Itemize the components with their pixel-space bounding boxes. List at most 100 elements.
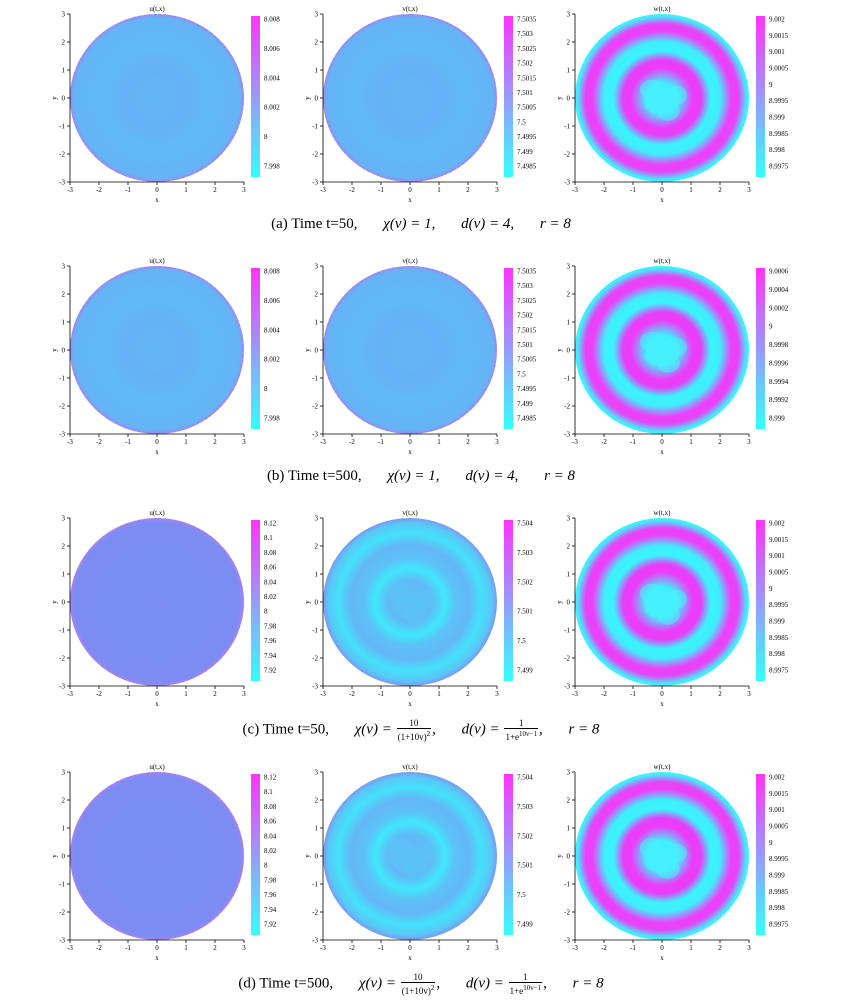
y-tick-label: 3 xyxy=(62,515,66,523)
colorbar-tick-label: 8.004 xyxy=(264,74,280,82)
d-fraction: 1 1+e10v−1 xyxy=(508,972,543,996)
panel-title: u(t,x) xyxy=(149,5,165,13)
caption-r: r = 8 xyxy=(539,216,571,232)
y-tick-label: -2 xyxy=(59,403,65,411)
x-tick-label: -1 xyxy=(630,944,636,952)
colorbar xyxy=(251,520,260,681)
caption-b: (b) Time t=500, χ(v) = 1, d(v) = 4, r = … xyxy=(0,467,842,485)
y-tick-label: 0 xyxy=(62,347,66,355)
x-tick-label: 0 xyxy=(408,186,412,194)
y-tick-label: -2 xyxy=(564,655,570,663)
x-tick-label: 0 xyxy=(155,438,159,446)
y-tick-label: 1 xyxy=(567,67,571,75)
colorbar-tick-label: 7.5035 xyxy=(517,268,537,276)
heatmap-texture xyxy=(663,843,688,864)
caption-time: Time t=500, xyxy=(287,468,362,484)
colorbar-tick-label: 9.0004 xyxy=(769,286,789,294)
colorbar-tick-label: 7.92 xyxy=(264,667,277,675)
y-tick-label: 2 xyxy=(567,39,571,47)
heatmap-disc xyxy=(70,518,244,686)
caption-chi: χ(v) = 1, xyxy=(383,216,436,232)
heatmap-texture xyxy=(644,851,669,872)
chi-fraction: 10 (1+10v)2 xyxy=(400,972,436,996)
y-axis-label: y xyxy=(51,854,59,858)
y-tick-label: -2 xyxy=(564,151,570,159)
x-tick-label: 0 xyxy=(660,438,664,446)
colorbar-tick-label: 7.503 xyxy=(517,282,533,290)
y-tick-label: 3 xyxy=(315,11,319,19)
x-tick-label: 3 xyxy=(242,186,246,194)
colorbar-tick-label: 7.92 xyxy=(264,921,277,929)
x-tick-label: 2 xyxy=(213,690,217,698)
x-tick-label: -2 xyxy=(349,438,355,446)
x-tick-label: 3 xyxy=(495,186,499,194)
y-axis-label: y xyxy=(556,600,564,604)
colorbar-tick-label: 9.0006 xyxy=(769,268,789,276)
panel-title: w(t,x) xyxy=(654,509,672,517)
x-tick-label: -1 xyxy=(125,186,131,194)
y-tick-label: 2 xyxy=(62,797,66,805)
y-tick-label: -2 xyxy=(312,909,318,917)
x-tick-label: 0 xyxy=(660,690,664,698)
y-tick-label: 3 xyxy=(567,263,571,271)
x-tick-label: -2 xyxy=(601,438,607,446)
y-axis-label: y xyxy=(556,348,564,352)
y-tick-label: 0 xyxy=(315,95,319,103)
y-tick-label: -1 xyxy=(59,375,65,383)
y-tick-label: 0 xyxy=(315,853,319,861)
caption-r: r = 8 xyxy=(572,975,604,992)
x-tick-label: -3 xyxy=(67,438,73,446)
y-axis-label: y xyxy=(304,600,312,604)
x-tick-label: -1 xyxy=(378,438,384,446)
colorbar xyxy=(756,268,765,429)
colorbar xyxy=(504,268,513,429)
x-tick-label: 1 xyxy=(184,438,188,446)
d-numerator: 1 xyxy=(508,972,543,983)
x-tick-label: -1 xyxy=(125,944,131,952)
colorbar-tick-label: 7.501 xyxy=(517,341,533,349)
colorbar-tick-label: 8.1 xyxy=(264,534,273,542)
colorbar-tick-label: 8.9995 xyxy=(769,601,789,609)
panel-title: u(t,x) xyxy=(149,509,165,517)
y-tick-label: -1 xyxy=(564,375,570,383)
colorbar-tick-label: 8.008 xyxy=(264,268,280,276)
x-tick-label: 1 xyxy=(437,944,441,952)
y-tick-label: -1 xyxy=(312,881,318,889)
y-tick-label: 1 xyxy=(315,319,319,327)
y-tick-label: 3 xyxy=(315,515,319,523)
caption-d: (d) Time t=500, χ(v) = 10 (1+10v)2, d(v) … xyxy=(238,972,604,996)
colorbar-tick-label: 8.9975 xyxy=(769,667,789,675)
x-tick-label: -2 xyxy=(96,438,102,446)
x-axis-label: x xyxy=(660,954,664,962)
colorbar-tick-label: 9 xyxy=(769,839,773,847)
x-tick-label: -3 xyxy=(572,944,578,952)
x-tick-label: 3 xyxy=(242,438,246,446)
y-axis-label: y xyxy=(304,96,312,100)
x-tick-label: 3 xyxy=(242,690,246,698)
x-axis-label: x xyxy=(408,196,412,204)
colorbar-tick-label: 7.94 xyxy=(264,906,277,914)
colorbar-tick-label: 7.499 xyxy=(517,400,533,408)
colorbar-tick-label: 7.499 xyxy=(517,667,533,675)
colorbar-tick-label: 8.9985 xyxy=(769,130,789,138)
heatmap-rim xyxy=(70,518,244,686)
colorbar-tick-label: 7.96 xyxy=(264,891,277,899)
colorbar-tick-label: 9 xyxy=(769,585,773,593)
y-tick-label: 0 xyxy=(315,347,319,355)
heatmap-panel: u(t,x) -3-3 -2 -2 -1 -1 0 0 1 1 2 2 3 3 x y 8.008 8.006 8.… xyxy=(51,5,281,204)
panel-title: u(t,x) xyxy=(149,763,165,771)
panel-title: v(t,x) xyxy=(402,257,418,265)
x-tick-label: 0 xyxy=(408,438,412,446)
colorbar-tick-label: 8.08 xyxy=(264,549,277,557)
colorbar xyxy=(504,16,513,177)
y-tick-label: 0 xyxy=(62,599,66,607)
x-axis-label: x xyxy=(408,448,412,456)
y-tick-label: 1 xyxy=(62,825,66,833)
y-tick-label: -2 xyxy=(59,151,65,159)
heatmap-panel: w(t,x) -3-3 -2 -2 -1 -1 0 0 1 1 2 2 3 3 x y 9.0006 9.0004… xyxy=(556,257,789,456)
colorbar-tick-label: 9.0015 xyxy=(769,790,789,798)
heatmap-disc xyxy=(323,266,497,434)
x-tick-label: -2 xyxy=(349,186,355,194)
y-tick-label: -2 xyxy=(59,909,65,917)
caption-d: d(v) = xyxy=(461,721,500,738)
